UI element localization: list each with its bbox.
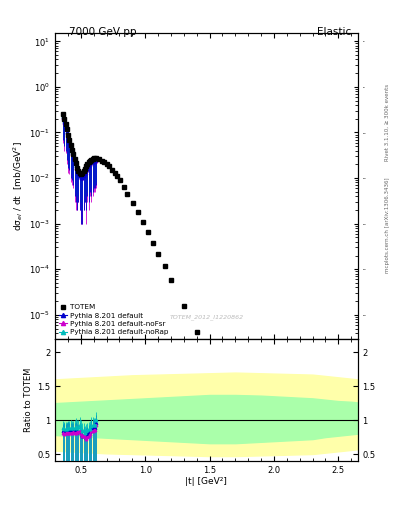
Legend: TOTEM, Pythia 8.201 default, Pythia 8.201 default-noFsr, Pythia 8.201 default-no: TOTEM, Pythia 8.201 default, Pythia 8.20… bbox=[59, 304, 169, 335]
Text: 7000 GeV pp: 7000 GeV pp bbox=[69, 27, 136, 37]
X-axis label: |t| [GeV²]: |t| [GeV²] bbox=[185, 477, 227, 486]
Y-axis label: Ratio to TOTEM: Ratio to TOTEM bbox=[24, 368, 33, 432]
Y-axis label: dσ$_{el}$ / dt  [mb/GeV$^2$]: dσ$_{el}$ / dt [mb/GeV$^2$] bbox=[11, 141, 25, 231]
Text: Rivet 3.1.10, ≥ 300k events: Rivet 3.1.10, ≥ 300k events bbox=[385, 84, 389, 161]
Text: TOTEM_2012_I1220862: TOTEM_2012_I1220862 bbox=[169, 315, 243, 321]
Text: mcplots.cern.ch [arXiv:1306.3436]: mcplots.cern.ch [arXiv:1306.3436] bbox=[385, 178, 389, 273]
Text: Elastic: Elastic bbox=[318, 27, 352, 37]
